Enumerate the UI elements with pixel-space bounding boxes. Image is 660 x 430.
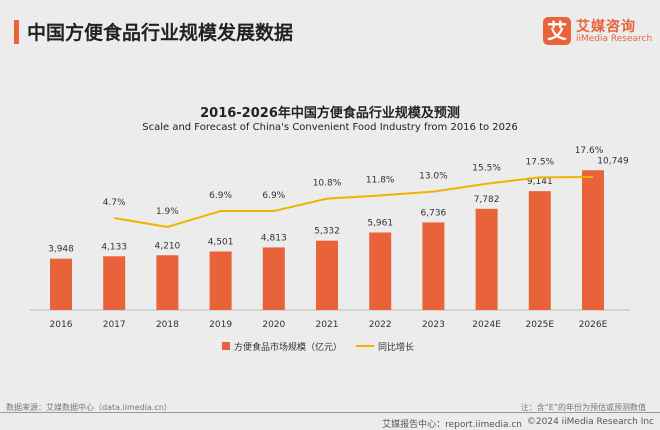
chart-title: 2016-2026年中国方便食品行业规模及预测	[200, 106, 460, 121]
growth-line	[114, 176, 594, 228]
bar	[582, 170, 604, 310]
legend-bar-swatch	[222, 342, 230, 350]
logo-mark: 艾	[543, 17, 571, 45]
bar	[422, 222, 445, 310]
bar-label: 3,948	[48, 245, 74, 255]
bar	[262, 247, 285, 310]
line-label: 11.8%	[366, 175, 395, 185]
line-label: 13.0%	[419, 172, 448, 182]
bar-label: 6,736	[421, 208, 447, 218]
forecast-note: 注：含“E”的年份为预估或预测数值	[520, 403, 646, 412]
bar	[528, 191, 551, 310]
bar-label: 5,961	[367, 219, 393, 229]
legend-bar-label: 方便食品市场规模（亿元）	[234, 341, 342, 353]
bar-label: 5,332	[314, 227, 340, 237]
bar-label: 4,133	[101, 242, 127, 252]
bar-label: 4,210	[155, 241, 181, 251]
x-tick-label: 2025E	[526, 320, 555, 330]
title-accent-bar	[14, 20, 19, 44]
line-label: 17.5%	[526, 157, 555, 167]
logo-text-en: iiMedia Research	[576, 34, 653, 44]
x-tick-label: 2021	[316, 320, 339, 330]
x-tick-label: 2024E	[472, 320, 501, 330]
bar-label: 7,782	[474, 195, 500, 205]
source-note: 数据来源：艾媒数据中心（data.iimedia.cn）	[6, 403, 172, 412]
bar	[50, 258, 72, 310]
line-label: 6.9%	[262, 191, 285, 201]
x-tick-label: 2020	[262, 320, 285, 330]
bar	[369, 232, 392, 310]
x-tick-label: 2017	[103, 320, 126, 330]
copyright: ©2024 iiMedia Research Inc	[526, 417, 654, 427]
x-tick-label: 2026E	[579, 320, 608, 330]
report-site: 艾媒报告中心：report.iimedia.cn	[382, 420, 522, 430]
bar-label: 9,141	[527, 177, 553, 187]
bar-label: 10,749	[597, 156, 629, 166]
x-tick-label: 2018	[156, 320, 179, 330]
page-title: 中国方便食品行业规模发展数据	[27, 22, 294, 44]
line-label: 1.9%	[156, 207, 179, 217]
x-tick-label: 2022	[369, 320, 392, 330]
bar-label: 4,501	[208, 237, 234, 247]
line-label: 10.8%	[313, 179, 342, 189]
line-label: 6.9%	[209, 191, 232, 201]
chart-subtitle: Scale and Forecast of China's Convenient…	[142, 122, 518, 133]
line-label: 17.6%	[575, 146, 604, 156]
bar	[316, 240, 338, 310]
legend-line-label: 同比增长	[378, 341, 414, 353]
x-tick-label: 2023	[422, 320, 445, 330]
footer-divider	[0, 412, 660, 413]
bar	[156, 255, 179, 310]
logo-text-cn: 艾媒咨询	[576, 19, 636, 35]
bar	[475, 208, 498, 310]
x-tick-label: 2016	[50, 320, 73, 330]
line-label: 15.5%	[472, 164, 501, 174]
x-tick-label: 2019	[209, 320, 232, 330]
line-label: 4.7%	[103, 198, 126, 208]
bar	[209, 251, 232, 310]
bar	[103, 256, 126, 310]
bar-label: 4,813	[261, 233, 287, 243]
